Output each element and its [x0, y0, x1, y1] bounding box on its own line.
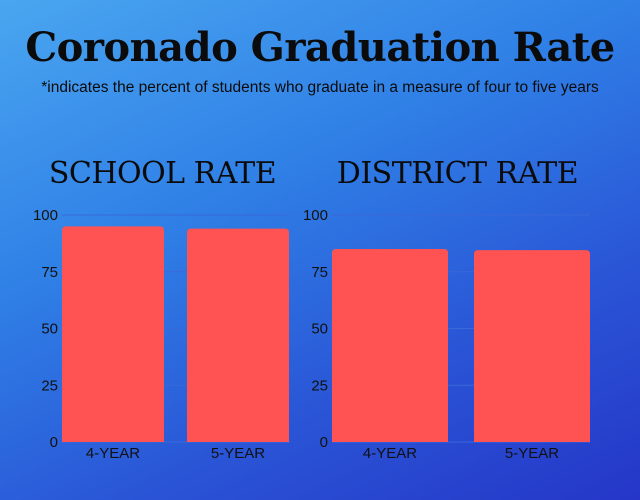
district-rate-chart-title: DISTRICT RATE	[336, 156, 579, 191]
school-y-tick-label: 75	[41, 264, 58, 281]
district-bar-5-year	[474, 250, 590, 442]
district-y-tick-label: 50	[311, 321, 328, 338]
district-y-tick-label: 25	[311, 377, 328, 394]
district-y-tick-label: 0	[320, 434, 328, 451]
school-x-category-label: 5-YEAR	[211, 445, 265, 462]
school-y-tick-label: 50	[41, 321, 58, 338]
page-title: Coronado Graduation Rate	[25, 24, 615, 71]
district-bar-4-year	[332, 249, 448, 442]
school-rate-chart-title: SCHOOL RATE	[48, 156, 277, 191]
district-x-category-label: 4-YEAR	[363, 445, 417, 462]
school-y-tick-label: 25	[41, 377, 58, 394]
school-y-tick-label: 100	[33, 207, 58, 224]
district-y-tick-label: 75	[311, 264, 328, 281]
school-y-tick-label: 0	[50, 434, 58, 451]
district-x-category-label: 5-YEAR	[505, 445, 559, 462]
school-bar-4-year	[62, 226, 164, 442]
school-x-category-label: 4-YEAR	[86, 445, 140, 462]
district-y-tick-label: 100	[303, 207, 328, 224]
school-bar-5-year	[187, 228, 289, 442]
page-subtitle: *indicates the percent of students who g…	[41, 79, 599, 96]
